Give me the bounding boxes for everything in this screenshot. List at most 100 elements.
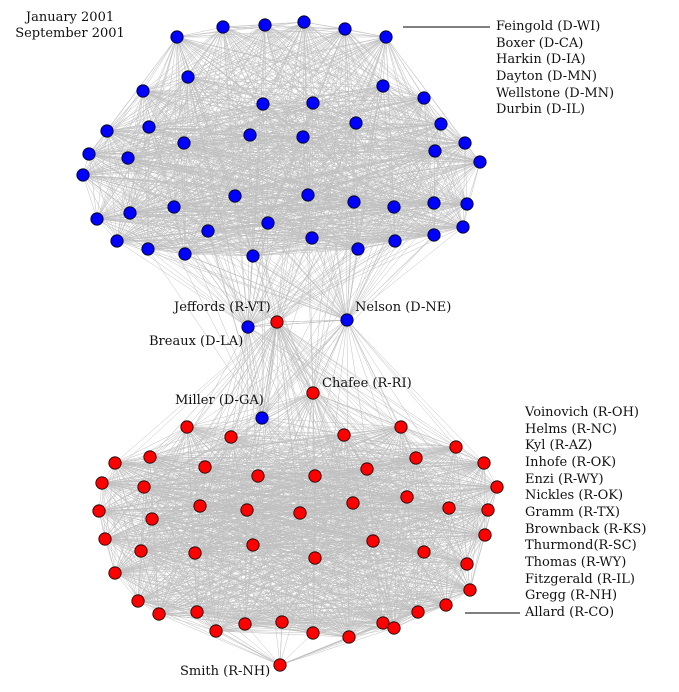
edge [469, 509, 489, 591]
edge [207, 194, 309, 232]
edge [183, 28, 346, 144]
edge [312, 319, 348, 394]
edge [252, 255, 348, 321]
edge [249, 134, 355, 203]
edge [186, 392, 314, 428]
edge [114, 534, 486, 574]
edge [312, 622, 384, 634]
edge [267, 202, 435, 224]
edge [199, 505, 254, 546]
edge [96, 21, 305, 220]
edge [127, 142, 185, 159]
edge [312, 102, 468, 205]
edge [207, 134, 251, 232]
republican-node [246, 538, 260, 552]
edge [96, 218, 278, 323]
edge [104, 486, 145, 540]
edge [140, 502, 354, 552]
republican-node [366, 534, 380, 548]
edge [207, 230, 435, 236]
edge [147, 248, 263, 419]
edge [127, 157, 359, 250]
edge [247, 326, 259, 477]
edge [355, 122, 466, 144]
edge [276, 150, 436, 323]
edge [307, 161, 481, 196]
edge [82, 26, 224, 176]
edge [207, 222, 269, 232]
edge [194, 507, 450, 554]
edge [279, 632, 314, 666]
democrat-node [473, 155, 487, 169]
edge [82, 157, 129, 176]
edge [116, 222, 269, 242]
edge [88, 153, 131, 214]
republican-node [337, 428, 351, 442]
republican-node [209, 624, 223, 638]
edge [82, 161, 481, 176]
edge [264, 24, 425, 99]
edge [276, 321, 314, 634]
democrat-node [338, 22, 352, 36]
edge [276, 36, 387, 323]
edge [276, 321, 384, 624]
democrat-node [258, 18, 272, 32]
edge [106, 130, 348, 321]
edge [249, 134, 395, 208]
edge [247, 222, 269, 328]
democrat-node [427, 196, 441, 210]
edge [104, 507, 450, 540]
edge [346, 161, 481, 321]
edge [104, 538, 139, 602]
democrat-node [387, 200, 401, 214]
edge [187, 76, 264, 105]
edge [127, 122, 357, 159]
edge [104, 538, 374, 542]
edge [267, 222, 396, 242]
edge [104, 534, 486, 540]
democrat-node [170, 30, 184, 44]
edge [366, 468, 395, 629]
edge [196, 417, 263, 613]
edge [196, 604, 447, 613]
edge [147, 142, 185, 250]
edge [312, 392, 417, 459]
edge [312, 85, 384, 394]
edge [344, 28, 387, 38]
edge [187, 36, 387, 78]
republican-node [308, 551, 322, 565]
edge [302, 122, 357, 138]
edge [302, 97, 425, 138]
edge [244, 623, 395, 629]
edge [276, 319, 348, 323]
edge [129, 212, 313, 239]
edge [196, 589, 471, 613]
edge [196, 540, 374, 613]
edge [196, 392, 314, 613]
edge [466, 161, 481, 205]
edge [252, 544, 425, 553]
edge [104, 538, 316, 559]
edge [101, 482, 116, 574]
edge [147, 202, 435, 250]
edge [129, 150, 436, 214]
edge [88, 123, 442, 155]
edge [127, 157, 149, 250]
period-label-end: September 2001 [15, 26, 125, 41]
edge [101, 392, 314, 484]
edge [302, 136, 466, 144]
edge [143, 321, 278, 488]
edge [116, 122, 357, 242]
republican-node [190, 605, 204, 619]
edge [311, 203, 468, 239]
republican-node [308, 469, 322, 483]
edge [82, 174, 209, 232]
edge [264, 24, 387, 38]
edge [234, 195, 249, 328]
edge [142, 90, 314, 394]
democrat-node [305, 231, 319, 245]
edge [176, 36, 436, 152]
republican-node [463, 583, 477, 597]
republican-list-item: Kyl (R-AZ) [525, 438, 592, 453]
edge [82, 174, 175, 208]
